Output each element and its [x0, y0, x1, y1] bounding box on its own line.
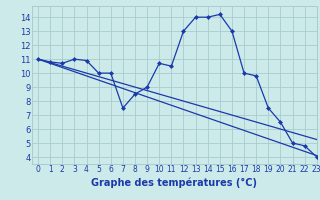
X-axis label: Graphe des températures (°C): Graphe des températures (°C): [92, 177, 257, 188]
